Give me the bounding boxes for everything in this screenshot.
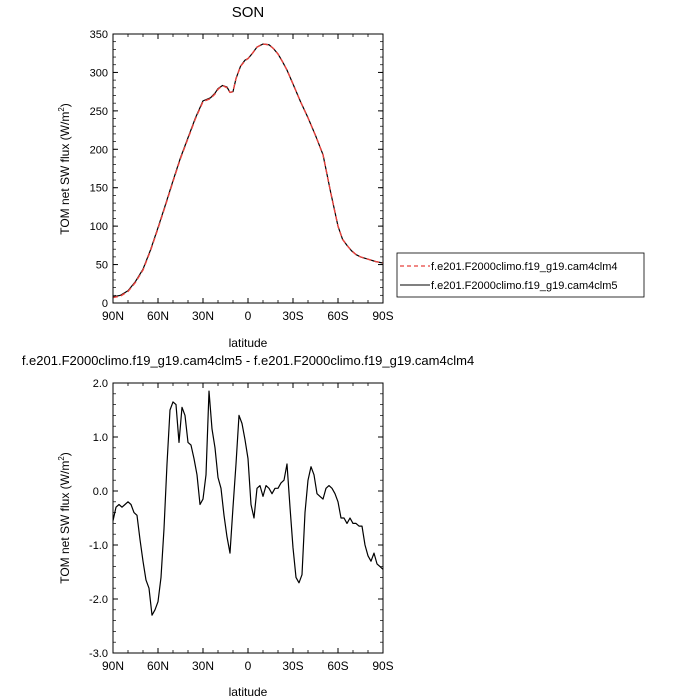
bottom-chart-title: f.e201.F2000climo.f19_g19.cam4clm5 - f.e…: [22, 353, 474, 368]
y-tick-label: 100: [90, 221, 108, 233]
series-line-0: [112, 43, 384, 299]
y-tick-label: 250: [90, 106, 108, 118]
x-tick-label: 60S: [327, 659, 348, 673]
legend-label-clm4: f.e201.F2000climo.f19_g19.cam4clm4: [431, 261, 618, 273]
bottom-chart-panel: f.e201.F2000climo.f19_g19.cam4clm5 - f.e…: [22, 353, 474, 699]
y-tick-label: -1.0: [89, 540, 108, 552]
series-line-1: [112, 43, 384, 298]
y-tick-label: 350: [90, 29, 108, 41]
x-tick-label: 30S: [282, 659, 303, 673]
bottom-series-lines: [112, 390, 384, 616]
y-tick-label: 0: [102, 298, 108, 310]
top-chart-panel: SON TOM net SW flux (W/m2) latitude 90N 6…: [57, 4, 394, 350]
y-tick-label: -3.0: [89, 648, 108, 660]
bottom-xlabel: latitude: [229, 685, 268, 699]
y-tick-label: 1.0: [93, 432, 108, 444]
y-tick-label: 50: [96, 260, 108, 272]
top-series-lines: [112, 43, 384, 299]
legend-box: [396, 252, 645, 298]
y-tick-label: 0.0: [93, 486, 108, 498]
x-tick-label: 90S: [372, 659, 393, 673]
y-tick-label: 2.0: [93, 378, 108, 390]
x-tick-label: 0: [245, 309, 252, 323]
x-tick-label: 60N: [147, 659, 169, 673]
x-tick-label: 60S: [327, 309, 348, 323]
top-chart-title: SON: [232, 4, 265, 21]
y-tick-label: 300: [90, 67, 108, 79]
x-tick-label: 90S: [372, 309, 393, 323]
top-ylabel: TOM net SW flux (W/m2): [57, 103, 72, 235]
x-tick-label: 60N: [147, 309, 169, 323]
top-axes: 90N 60N 30N 0 30S 60S 90S 0 50 100 150 200 250 300 350: [90, 29, 394, 323]
legend: f.e201.F2000climo.f19_g19.cam4clm4 f.e20…: [396, 252, 645, 298]
y-tick-label: -2.0: [89, 594, 108, 606]
y-tick-label: 150: [90, 183, 108, 195]
top-xlabel: latitude: [229, 336, 268, 350]
bottom-ylabel: TOM net SW flux (W/m2): [57, 452, 72, 584]
bottom-plot-frame: [112, 382, 384, 654]
x-tick-label: 30S: [282, 309, 303, 323]
x-tick-label: 90N: [102, 659, 124, 673]
y-tick-label: 200: [90, 144, 108, 156]
x-tick-label: 0: [245, 659, 252, 673]
top-plot-frame: [112, 33, 384, 304]
x-tick-label: 30N: [192, 309, 214, 323]
legend-label-clm5: f.e201.F2000climo.f19_g19.cam4clm5: [431, 280, 618, 292]
x-tick-label: 30N: [192, 659, 214, 673]
x-tick-label: 90N: [102, 309, 124, 323]
series-line-0: [112, 390, 384, 616]
